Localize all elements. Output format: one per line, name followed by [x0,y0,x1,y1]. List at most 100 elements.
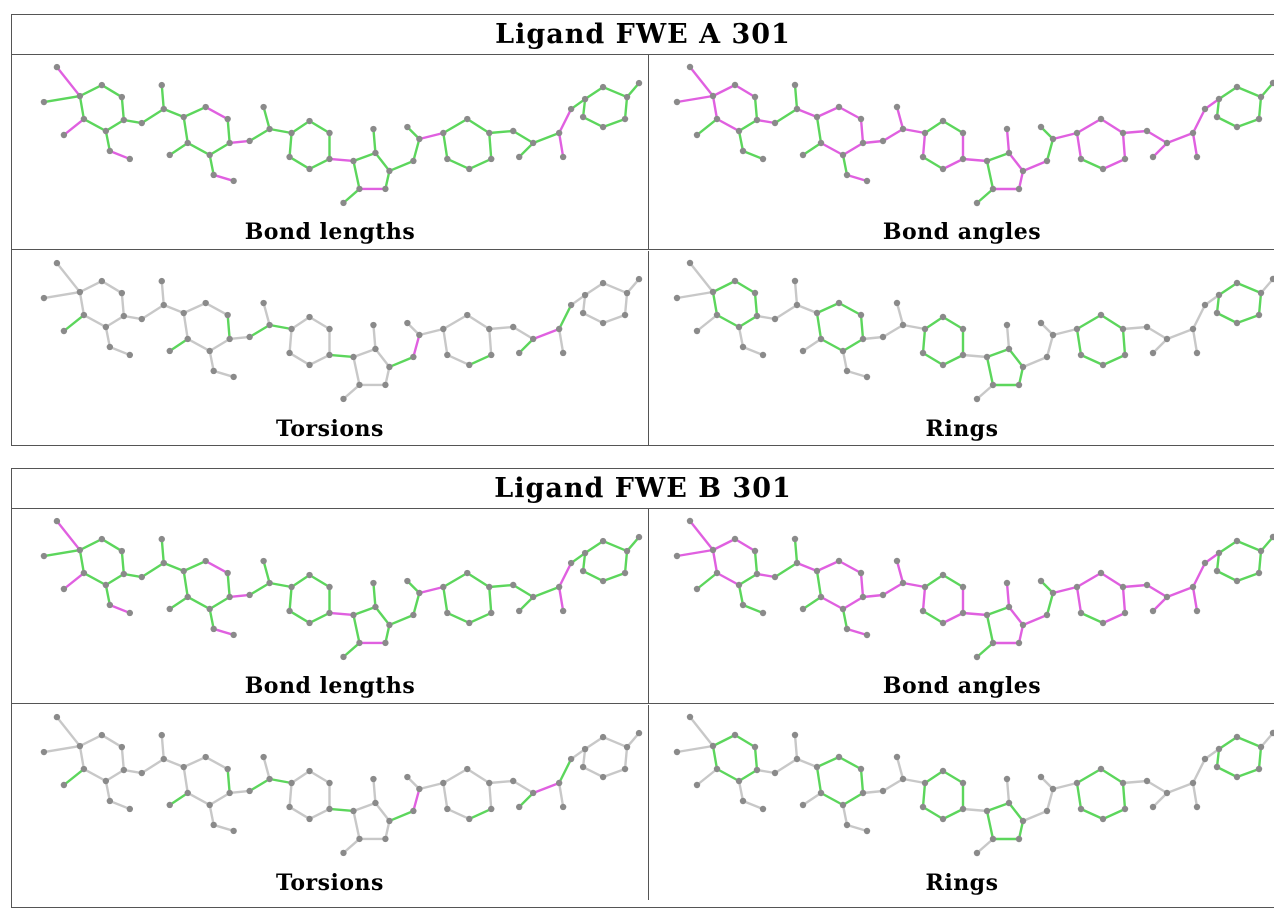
bond [581,569,605,583]
atom [739,343,747,351]
bond [837,755,863,771]
atom [464,765,471,773]
bond [601,117,627,129]
atom [118,547,126,555]
molecule-diagram [673,713,1274,857]
bond [308,807,331,821]
bond [160,537,165,565]
bond [468,611,493,625]
atom [713,115,721,123]
bond [1045,787,1055,813]
bond [1235,571,1261,583]
bond [488,327,493,357]
bond [961,611,989,617]
atom [1149,607,1157,615]
bond [104,779,112,803]
bond [1079,807,1105,821]
molecule-structure [673,517,1274,661]
bond [921,781,927,809]
atom [817,789,825,797]
atom [959,325,967,333]
bond [1121,129,1149,135]
atom [306,571,313,579]
bond [1191,585,1199,613]
bond [168,791,189,807]
bond [733,733,757,749]
bond [412,333,421,359]
atom [1255,765,1263,773]
atom [1149,153,1157,161]
bond [372,127,377,155]
atom [370,579,377,587]
bond [208,803,215,827]
atom [120,116,128,124]
bond [688,519,715,552]
bond [1079,353,1105,367]
molecule-structure [40,259,643,403]
bond [488,129,515,135]
atom [555,325,563,333]
bond [42,290,82,300]
bond [793,279,799,307]
atom [350,353,357,361]
bond [557,327,565,355]
bond [815,559,841,573]
bond [557,757,573,785]
bond [372,581,377,609]
bond [601,571,627,583]
atom [859,789,867,797]
ligand-title: Ligand FWE A 301 [12,15,1274,55]
bond [801,595,823,611]
atom [939,571,947,579]
bond [819,337,845,353]
bond [388,355,415,369]
bond [531,781,561,795]
atom [735,581,743,589]
atom [260,753,267,761]
atom [1149,803,1157,811]
bond [374,605,391,627]
atom [919,803,927,811]
bond [841,803,849,827]
atom [791,81,799,89]
bond [975,837,995,855]
atom [60,327,68,335]
atom [1003,775,1011,783]
atom [1073,325,1081,333]
atom [1121,351,1129,359]
atom [1163,789,1171,797]
atom [444,805,451,813]
bond [1145,325,1169,341]
atom [751,93,759,101]
atom [160,301,167,309]
bond [733,279,757,295]
bond [753,549,759,576]
ligand-block-a: Ligand FWE A 301 Bond lengths Bond angle… [11,14,1274,446]
bond [308,315,331,331]
bond [623,745,629,771]
bond [1021,355,1049,369]
atom [306,117,313,125]
bond [228,789,251,795]
atom [939,117,947,125]
bond [881,323,905,339]
bond [100,733,124,749]
atom [1215,95,1223,103]
atom [516,607,523,615]
bond [100,279,124,295]
atom [516,803,523,811]
bond [140,757,165,775]
bond [815,755,841,769]
atom [486,325,493,333]
panel-caption: Torsions [276,870,384,896]
panel-caption: Bond angles [882,673,1042,699]
atom [1269,729,1274,737]
atom [753,116,761,124]
atom [1043,611,1051,619]
atom [921,325,929,333]
bond [442,571,469,589]
atom [623,547,631,555]
atom [879,137,887,145]
bond [262,105,271,131]
bond [1191,131,1199,159]
